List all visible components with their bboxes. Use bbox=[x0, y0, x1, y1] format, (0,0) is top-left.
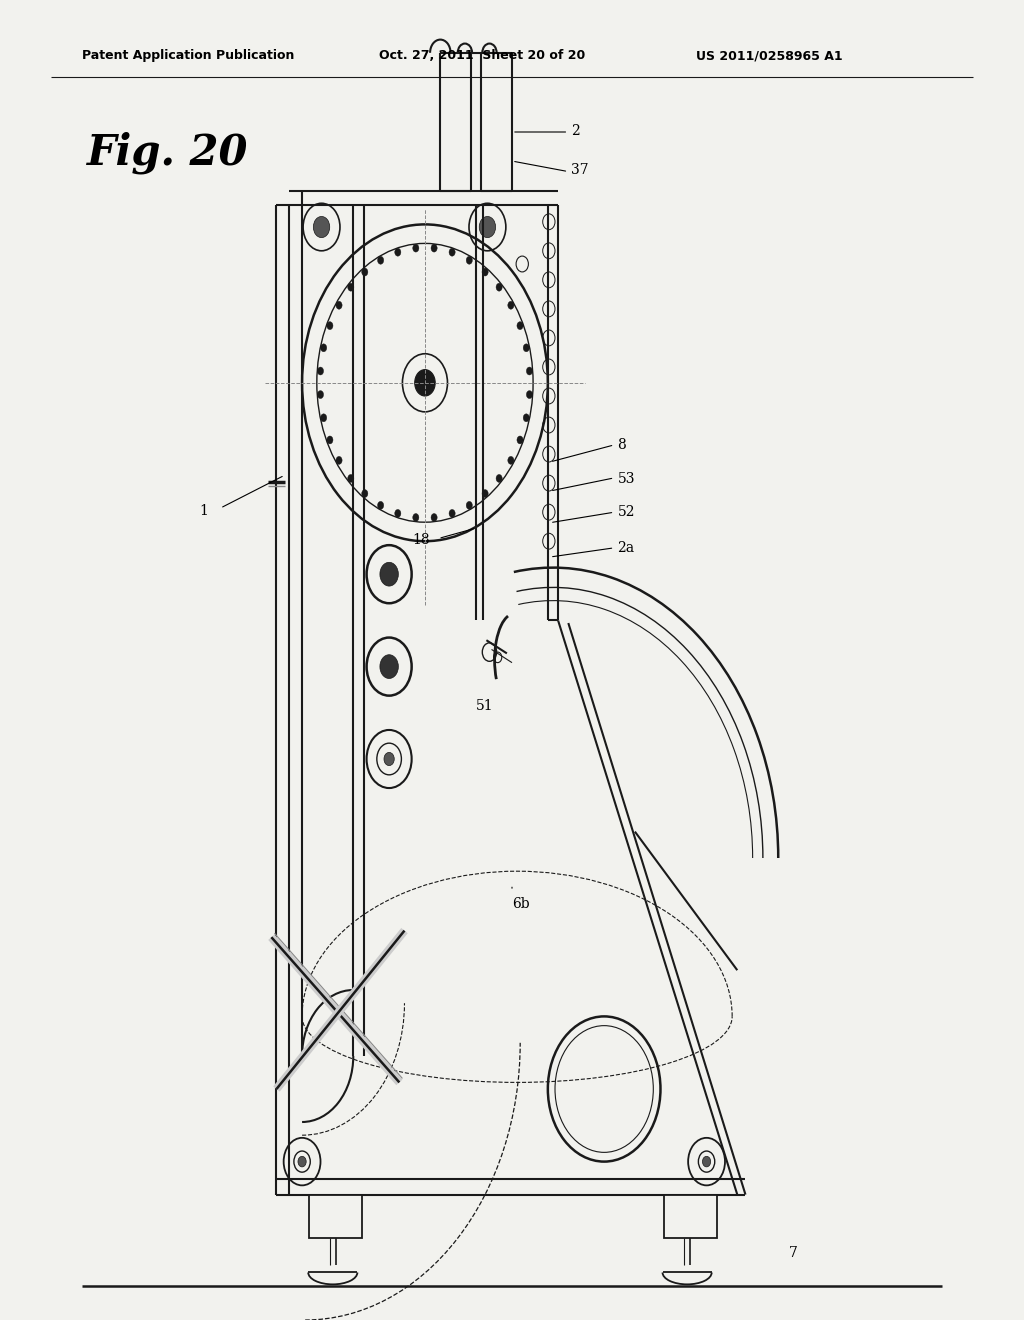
Circle shape bbox=[415, 370, 435, 396]
Text: 8: 8 bbox=[617, 438, 627, 451]
Circle shape bbox=[317, 391, 324, 399]
Circle shape bbox=[413, 513, 419, 521]
Circle shape bbox=[348, 474, 354, 482]
Circle shape bbox=[517, 436, 523, 444]
Circle shape bbox=[496, 284, 502, 292]
Circle shape bbox=[321, 414, 327, 422]
Text: Patent Application Publication: Patent Application Publication bbox=[82, 49, 294, 62]
Circle shape bbox=[508, 301, 514, 309]
Circle shape bbox=[466, 502, 472, 510]
Text: 6b: 6b bbox=[512, 898, 529, 911]
Circle shape bbox=[384, 752, 394, 766]
Circle shape bbox=[361, 268, 368, 276]
Circle shape bbox=[526, 391, 532, 399]
Circle shape bbox=[380, 562, 398, 586]
Circle shape bbox=[317, 367, 324, 375]
Circle shape bbox=[348, 284, 354, 292]
Text: US 2011/0258965 A1: US 2011/0258965 A1 bbox=[696, 49, 843, 62]
Circle shape bbox=[482, 490, 488, 498]
Text: 2a: 2a bbox=[617, 541, 635, 554]
Circle shape bbox=[523, 414, 529, 422]
Bar bbox=[309, 1195, 362, 1238]
Text: 53: 53 bbox=[617, 473, 635, 486]
Circle shape bbox=[378, 256, 384, 264]
Circle shape bbox=[526, 367, 532, 375]
Circle shape bbox=[321, 343, 327, 351]
Circle shape bbox=[336, 457, 342, 465]
Text: 18: 18 bbox=[413, 533, 430, 546]
Circle shape bbox=[450, 510, 456, 517]
Circle shape bbox=[450, 248, 456, 256]
Circle shape bbox=[466, 256, 472, 264]
Circle shape bbox=[361, 490, 368, 498]
Circle shape bbox=[702, 1156, 711, 1167]
Text: 52: 52 bbox=[617, 506, 635, 519]
Text: 2: 2 bbox=[571, 124, 581, 137]
Circle shape bbox=[482, 268, 488, 276]
Circle shape bbox=[313, 216, 330, 238]
Text: Fig. 20: Fig. 20 bbox=[87, 132, 249, 174]
Text: 7: 7 bbox=[788, 1246, 798, 1259]
Circle shape bbox=[378, 502, 384, 510]
Circle shape bbox=[496, 474, 502, 482]
Text: 37: 37 bbox=[571, 164, 589, 177]
Circle shape bbox=[479, 216, 496, 238]
Circle shape bbox=[394, 248, 400, 256]
Circle shape bbox=[336, 301, 342, 309]
Text: 51: 51 bbox=[476, 700, 494, 713]
Circle shape bbox=[508, 457, 514, 465]
Circle shape bbox=[298, 1156, 306, 1167]
Circle shape bbox=[517, 322, 523, 330]
Circle shape bbox=[394, 510, 400, 517]
Circle shape bbox=[380, 655, 398, 678]
Circle shape bbox=[431, 513, 437, 521]
Text: 1: 1 bbox=[200, 504, 209, 517]
Circle shape bbox=[431, 244, 437, 252]
Bar bbox=[664, 1195, 717, 1238]
Text: Oct. 27, 2011  Sheet 20 of 20: Oct. 27, 2011 Sheet 20 of 20 bbox=[379, 49, 585, 62]
Circle shape bbox=[327, 322, 333, 330]
Circle shape bbox=[523, 343, 529, 351]
Circle shape bbox=[327, 436, 333, 444]
Circle shape bbox=[413, 244, 419, 252]
